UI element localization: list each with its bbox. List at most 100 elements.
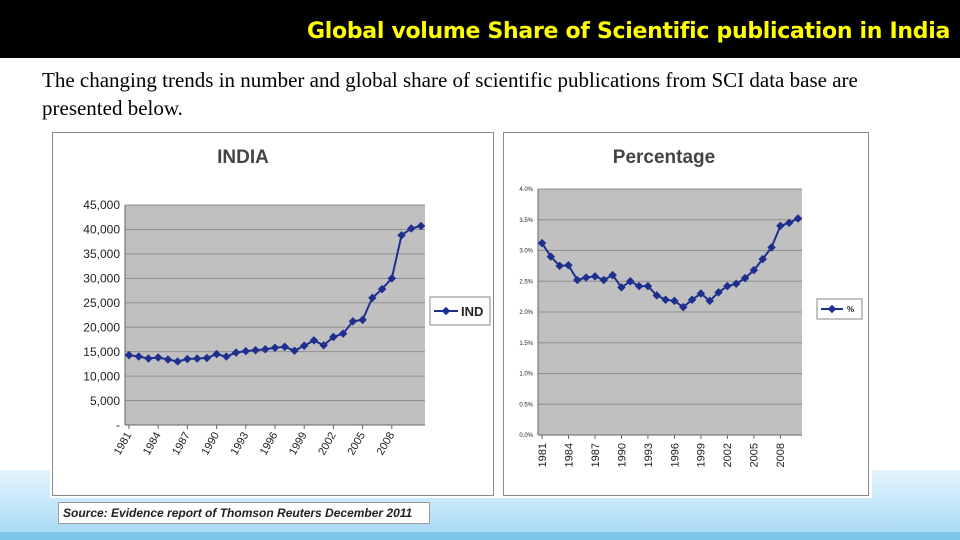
chart-figure: INDIA - 5,000 10,000 15,000 20,000 25,000 30,00… xyxy=(50,124,872,498)
data-point xyxy=(134,352,143,361)
y-tick-label: 1.0% xyxy=(519,372,533,378)
y-tick-label: 3.0% xyxy=(519,249,533,255)
india-chart-panel: INDIA - 5,000 10,000 15,000 20,000 25,000 30,00… xyxy=(52,132,494,496)
data-point xyxy=(183,354,192,364)
data-point xyxy=(714,288,723,297)
data-point xyxy=(564,261,573,270)
data-point xyxy=(280,342,289,352)
data-point xyxy=(368,293,377,303)
x-tick-label: 2008 xyxy=(375,430,398,457)
x-tick-label: 1990 xyxy=(199,430,222,457)
data-point xyxy=(397,231,406,240)
data-point xyxy=(661,295,670,304)
x-tick-label: 1987 xyxy=(590,443,602,467)
data-point xyxy=(299,341,309,351)
percentage-chart-panel: Percentage 0.0% 0.5% 1.0% 1.5% 2.0% 2.5% 3.0% 3.… xyxy=(503,132,869,496)
data-point xyxy=(599,275,609,285)
x-tick-label: 1999 xyxy=(287,430,310,457)
data-point xyxy=(270,343,280,352)
data-point xyxy=(416,221,426,231)
chart-title: Percentage xyxy=(613,147,715,168)
data-point xyxy=(555,261,564,271)
y-tick-label: 20,000 xyxy=(83,320,120,334)
y-tick-label: 45,000 xyxy=(83,198,120,212)
data-point xyxy=(678,302,688,312)
x-tick-label: 2002 xyxy=(316,430,339,457)
x-tick-label: 2002 xyxy=(722,443,734,467)
y-tick-label: 30,000 xyxy=(83,272,120,286)
x-tick-label: 1996 xyxy=(669,443,681,467)
data-point xyxy=(670,296,679,306)
legend-label: % xyxy=(847,305,854,314)
x-tick-label: 1999 xyxy=(696,443,708,467)
data-point xyxy=(358,315,367,325)
data-point xyxy=(723,281,732,291)
x-tick-label: 1990 xyxy=(616,443,628,467)
y-tick-label: 2.0% xyxy=(519,310,533,316)
legend-marker xyxy=(827,304,837,314)
y-tick-label: 10,000 xyxy=(83,369,120,383)
y-tick-label: 5,000 xyxy=(90,394,120,408)
x-tick-label: 2005 xyxy=(749,443,761,467)
data-point xyxy=(290,346,299,355)
legend-marker xyxy=(441,306,451,316)
bottom-stripe xyxy=(0,532,960,540)
data-point xyxy=(731,279,741,288)
data-point xyxy=(202,353,212,363)
data-point xyxy=(573,275,582,285)
data-point xyxy=(222,352,231,361)
data-point xyxy=(124,350,134,360)
data-point xyxy=(212,349,221,359)
y-tick-label: 15,000 xyxy=(83,345,120,359)
data-point xyxy=(309,336,319,345)
data-point xyxy=(617,283,626,292)
data-point xyxy=(231,348,241,357)
slide-title: Global volume Share of Scientific public… xyxy=(307,19,950,44)
data-point xyxy=(652,291,662,300)
percentage-chart: Percentage 0.0% 0.5% 1.0% 1.5% 2.0% 2.5% 3.0% 3.… xyxy=(519,147,863,467)
y-tick-label: 40,000 xyxy=(83,223,120,237)
data-point xyxy=(329,332,338,342)
title-bar: Global volume Share of Scientific public… xyxy=(0,0,960,58)
source-text: Source: Evidence report of Thomson Reute… xyxy=(63,506,413,520)
y-tick-label: 0.0% xyxy=(519,433,533,439)
x-tick-label: 1993 xyxy=(229,430,252,457)
x-tick-label: 2005 xyxy=(345,430,368,457)
x-tick-label: 1996 xyxy=(258,430,281,457)
data-point xyxy=(608,270,617,280)
x-tick-label: 1984 xyxy=(141,430,164,457)
data-point xyxy=(144,354,153,363)
y-tick-label: 0.5% xyxy=(519,402,533,408)
source-note: Source: Evidence report of Thomson Reute… xyxy=(58,502,430,524)
data-point xyxy=(173,357,182,366)
y-tick-label: 2.5% xyxy=(519,279,533,285)
data-point xyxy=(767,243,776,252)
y-tick-label: 1.5% xyxy=(519,341,533,347)
y-tick-label: 4.0% xyxy=(519,187,533,193)
data-point xyxy=(319,341,328,350)
data-point xyxy=(338,329,348,338)
data-point xyxy=(241,346,251,356)
data-point xyxy=(377,284,387,294)
data-point xyxy=(749,265,759,275)
x-tick-label: 2008 xyxy=(775,443,787,467)
intro-text: The changing trends in number and global… xyxy=(42,68,858,120)
data-point xyxy=(626,277,635,286)
data-point xyxy=(348,317,358,326)
data-point xyxy=(251,345,260,355)
data-point xyxy=(387,274,397,283)
y-tick-label: 35,000 xyxy=(83,247,120,261)
y-tick-label: - xyxy=(116,418,120,432)
data-point xyxy=(261,344,270,354)
y-tick-label: 25,000 xyxy=(83,296,120,310)
data-point xyxy=(153,353,163,362)
x-tick-label: 1993 xyxy=(643,443,655,467)
x-tick-label: 1987 xyxy=(170,430,193,457)
data-point xyxy=(407,224,416,233)
data-point xyxy=(776,221,785,231)
x-tick-label: 1984 xyxy=(563,443,575,467)
x-tick-label: 1981 xyxy=(112,430,135,457)
data-point xyxy=(705,296,714,306)
data-point xyxy=(163,355,173,364)
plot-area xyxy=(125,205,425,425)
